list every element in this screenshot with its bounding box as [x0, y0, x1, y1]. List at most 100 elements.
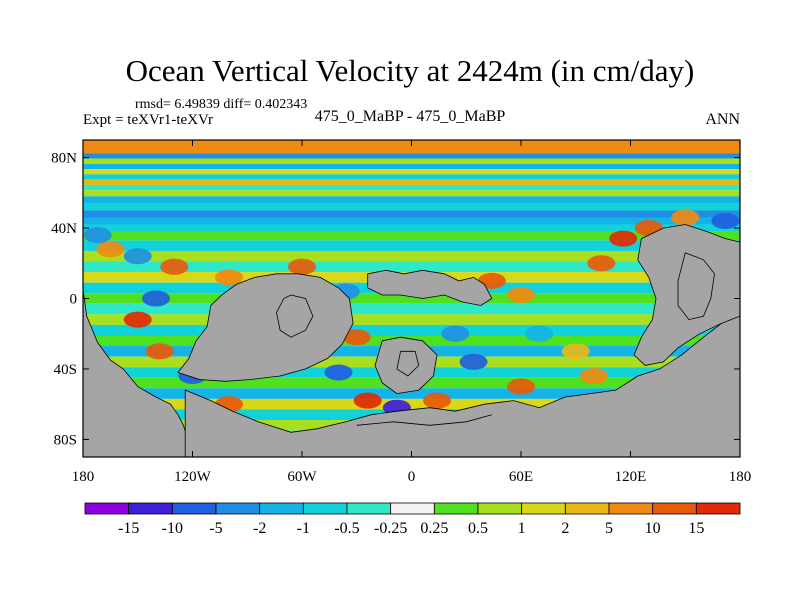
colorbar-label: -0.25 [374, 520, 407, 537]
field-band [83, 158, 740, 164]
colorbar-swatch [608, 502, 654, 515]
stats-label: rmsd= 6.49839 diff= 0.402343 [135, 97, 307, 112]
field-patch [459, 353, 488, 370]
x-tick-label: 120W [174, 469, 212, 485]
colorbar-label: -0.5 [334, 520, 359, 537]
colorbar-label: 5 [605, 520, 613, 537]
field-patch [507, 286, 535, 303]
field-patch [587, 255, 616, 272]
field-band [83, 190, 740, 197]
field-band [83, 293, 740, 304]
colorbar-swatch [171, 502, 217, 515]
field-patch [441, 325, 470, 342]
field-patch [353, 392, 382, 409]
field-band [83, 217, 740, 225]
field-band [83, 169, 740, 175]
colorbar-swatch [390, 502, 435, 515]
field-band [83, 224, 740, 232]
y-tick-label: 0 [70, 292, 78, 308]
field-band [83, 196, 740, 204]
land-region [374, 336, 438, 395]
field-band [83, 388, 740, 399]
comparison-label: 475_0_MaBP - 475_0_MaBP [315, 108, 506, 125]
colorbar-swatch [695, 502, 741, 515]
field-patch [561, 343, 590, 360]
colorbar-swatch [128, 502, 173, 515]
field-band [83, 140, 740, 154]
experiment-label: Expt = teXVr1-teXVr [83, 112, 213, 128]
colorbar-swatch [346, 502, 392, 515]
y-tick-label: 40N [51, 221, 77, 237]
colorbar-label: -15 [118, 520, 139, 537]
colorbar-label: 2 [561, 520, 569, 537]
colorbar-swatch [215, 502, 261, 515]
colorbar-swatch [433, 502, 479, 515]
field-patch [324, 364, 353, 381]
field-patch [83, 227, 112, 244]
field-band [83, 231, 740, 241]
field-patch [96, 241, 125, 258]
y-tick-label: 40S [54, 362, 77, 378]
field-patch [145, 343, 174, 360]
field-band [83, 314, 740, 325]
colorbar-swatch [521, 502, 566, 515]
field-patch [342, 329, 371, 346]
colorbar-label: 1 [518, 520, 526, 537]
chart-title: Ocean Vertical Velocity at 2424m (in cm/… [126, 53, 695, 88]
field-band [83, 153, 740, 159]
map-plot-area [82, 139, 741, 458]
field-patch [580, 367, 608, 384]
coastline-contour [356, 414, 492, 426]
colorbar-swatch [477, 502, 523, 515]
field-band [83, 261, 740, 273]
x-tick-label: 60E [509, 469, 533, 485]
colorbar-label: -5 [209, 520, 222, 537]
coastline-contour [677, 252, 715, 321]
field-band [83, 163, 740, 170]
field-band [83, 184, 740, 191]
field-patch [507, 378, 535, 395]
colorbar-label: 10 [645, 520, 661, 537]
field-patch [123, 248, 152, 265]
field-patch [288, 258, 316, 275]
field-patch [525, 325, 554, 342]
colorbar-swatch [259, 502, 304, 515]
x-tick-label: 180 [729, 469, 752, 485]
colorbar-label: -10 [162, 520, 183, 537]
land-region [367, 269, 493, 306]
field-patch [123, 311, 152, 328]
colorbar-label: 15 [688, 520, 704, 537]
field-patch [711, 213, 740, 230]
land-region [177, 273, 354, 382]
field-patch [609, 230, 638, 247]
field-band [83, 398, 740, 410]
x-tick-label: 60W [287, 469, 317, 485]
coastline-contour [276, 294, 314, 338]
coastline-contour [396, 350, 420, 377]
colorbar-label: -1 [297, 520, 310, 537]
season-label: ANN [705, 111, 740, 128]
colorbar-label: -2 [253, 520, 266, 537]
colorbar-label: 0.25 [420, 520, 448, 537]
field-band [83, 203, 740, 211]
field-patch [671, 209, 700, 226]
colorbar-label: 0.5 [468, 520, 488, 537]
field-band [83, 250, 740, 262]
colorbar-swatch [302, 502, 348, 515]
land-region [633, 224, 740, 366]
colorbar-swatch [84, 502, 130, 515]
x-tick-label: 120E [615, 469, 647, 485]
y-tick-label: 80S [54, 432, 77, 448]
field-band [83, 210, 740, 218]
field-band [83, 174, 740, 180]
x-tick-label: 0 [408, 469, 416, 485]
field-band [83, 303, 740, 315]
field-patch [423, 392, 452, 409]
field-patch [142, 290, 170, 307]
colorbar-swatch [652, 502, 697, 515]
field-band [83, 240, 740, 251]
colorbar-swatch [564, 502, 610, 515]
x-tick-label: 180 [72, 469, 95, 485]
y-tick-label: 80N [51, 151, 77, 167]
